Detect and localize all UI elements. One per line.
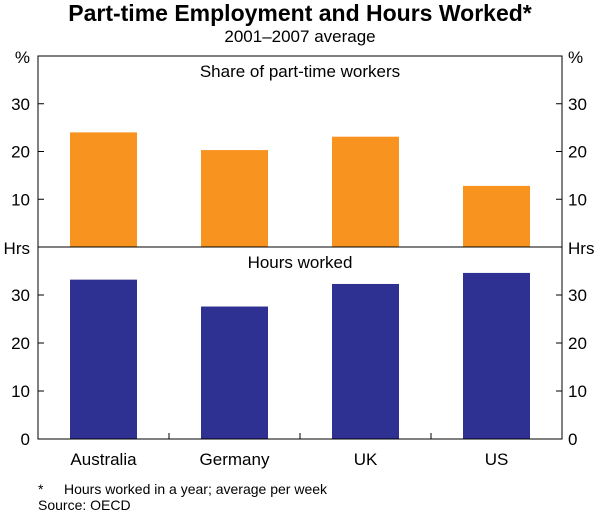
category-label-australia: Australia: [70, 450, 137, 469]
footnote-marker: *: [38, 481, 44, 497]
top-tick-label-right: 20: [568, 143, 587, 162]
top-tick-label-left: 30: [11, 95, 30, 114]
bottom-tick-label-right: 0: [568, 430, 577, 449]
category-label-us: US: [485, 450, 509, 469]
top-bar-germany: [201, 150, 268, 247]
top-panel-title: Share of part-time workers: [200, 62, 400, 81]
top-tick-label-left: 10: [11, 190, 30, 209]
bottom-tick-label-right: 20: [568, 334, 587, 353]
top-bar-us: [463, 185, 530, 247]
bottom-tick-label-left: 0: [21, 430, 30, 449]
bottom-bar-uk: [332, 283, 399, 439]
footnote-text: Hours worked in a year; average per week: [64, 481, 328, 497]
footnote: * Hours worked in a year; average per wee…: [38, 481, 327, 497]
bottom-tick-label-left: 20: [11, 334, 30, 353]
top-bar-uk: [332, 136, 399, 247]
top-tick-label-right: 10: [568, 190, 587, 209]
bottom-bar-germany: [201, 306, 268, 439]
top-tick-label-left: 20: [11, 143, 30, 162]
top-unit-left: %: [15, 48, 30, 67]
bottom-bar-australia: [70, 279, 137, 439]
chart-subtitle: 2001–2007 average: [224, 27, 376, 46]
category-label-uk: UK: [354, 450, 378, 469]
bottom-tick-label-right: 30: [568, 286, 587, 305]
bottom-tick-label-right: 10: [568, 382, 587, 401]
top-bar-australia: [70, 132, 137, 247]
bottom-bar-us: [463, 272, 530, 439]
top-tick-label-right: 30: [568, 95, 587, 114]
top-unit-right: %: [568, 48, 583, 67]
category-label-germany: Germany: [200, 450, 270, 469]
chart-title: Part-time Employment and Hours Worked*: [68, 0, 532, 26]
bottom-unit-left: Hrs: [4, 239, 30, 258]
bottom-panel-title: Hours worked: [248, 253, 353, 272]
source-note: Source: OECD: [38, 497, 131, 513]
bottom-tick-label-left: 10: [11, 382, 30, 401]
bottom-unit-right: Hrs: [568, 239, 594, 258]
bottom-tick-label-left: 30: [11, 286, 30, 305]
